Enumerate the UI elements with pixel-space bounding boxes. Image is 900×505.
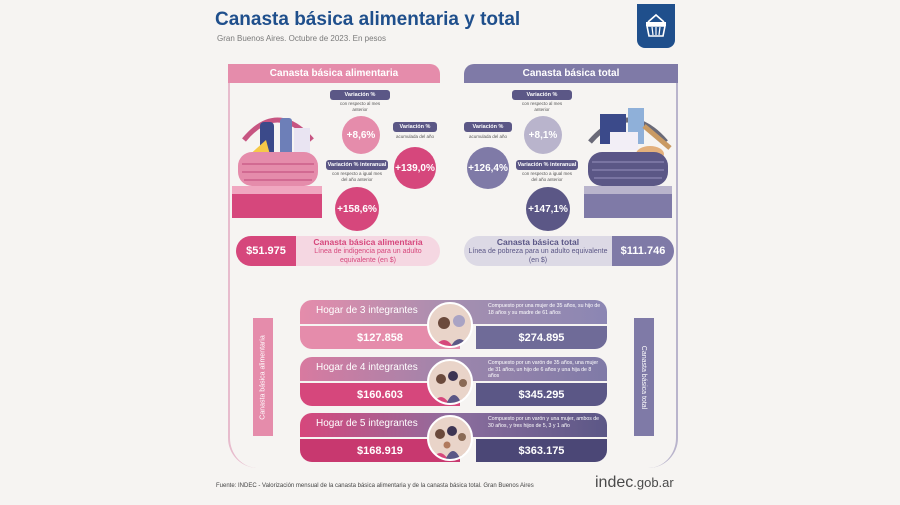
total-variacion-interanual-sublabel: con respecto a igual mes del año anterio… bbox=[521, 171, 573, 182]
alimentaria-desc-text: Línea de indigencia para un adulto equiv… bbox=[314, 248, 422, 264]
total-variacion-mensual-sublabel: con respecto al mes anterior bbox=[521, 101, 563, 112]
logo-main: indec bbox=[595, 474, 634, 491]
total-variacion-acumulada-label: Variación % bbox=[464, 122, 512, 132]
alimentaria-variacion-interanual-value: +158,6% bbox=[335, 187, 379, 231]
family-icon bbox=[427, 359, 473, 405]
total-variacion-interanual-label: Variación % interanual bbox=[516, 160, 578, 170]
page-title: Canasta básica alimentaria y total bbox=[215, 9, 521, 30]
alimentaria-desc-title: Canasta básica alimentaria bbox=[313, 237, 423, 247]
alimentaria-variacion-mensual-label: Variación % bbox=[330, 90, 390, 100]
hogar-row-4: Hogar de 4 integrantes Compuesto por un … bbox=[300, 357, 607, 407]
hogar-total-value: $345.295 bbox=[476, 383, 607, 406]
source-note: Fuente: INDEC - Valorización mensual de … bbox=[216, 483, 534, 489]
family-icon bbox=[427, 415, 473, 461]
alimentaria-variacion-acumulada-label: Variación % bbox=[393, 122, 437, 132]
total-side-label: Canasta básica total bbox=[634, 318, 654, 436]
family-icon bbox=[427, 302, 473, 348]
total-variacion-acumulada-sublabel: acumulada del año bbox=[468, 134, 508, 139]
total-price: $111.746 bbox=[612, 236, 674, 266]
alimentaria-side-label: Canasta básica alimentaria bbox=[253, 318, 273, 436]
hogar-description: Compuesto por un varón y una mujer, ambo… bbox=[488, 416, 600, 429]
hogar-alimentaria-value: $168.919 bbox=[300, 439, 460, 462]
alimentaria-variacion-acumulada-sublabel: acumulada del año bbox=[395, 134, 435, 139]
hogar-alimentaria-value: $127.858 bbox=[300, 326, 460, 349]
total-description: Canasta básica total Línea de pobreza pa… bbox=[464, 236, 612, 266]
hogar-row-3: Hogar de 3 integrantes Compuesto por una… bbox=[300, 300, 607, 350]
alimentaria-variacion-mensual-sublabel: con respecto al mes anterior bbox=[339, 101, 381, 112]
total-desc-title: Canasta básica total bbox=[496, 237, 580, 247]
hogar-description: Compuesto por un varón de 35 años, una m… bbox=[488, 360, 599, 379]
total-header: Canasta básica total bbox=[464, 64, 678, 83]
total-variacion-mensual-value: +8,1% bbox=[524, 116, 562, 154]
total-desc-text: Línea de pobreza para un adulto equivale… bbox=[468, 248, 608, 264]
page-subtitle: Gran Buenos Aires. Octubre de 2023. En p… bbox=[217, 34, 386, 43]
alimentaria-description: Canasta básica alimentaria Línea de indi… bbox=[296, 236, 440, 266]
hogar-label: Hogar de 4 integrantes bbox=[316, 362, 418, 373]
total-frame bbox=[464, 78, 678, 468]
total-variacion-interanual-value: +147,1% bbox=[526, 187, 570, 231]
goods-basket-illustration bbox=[580, 96, 676, 226]
logo-domain: .gob.ar bbox=[633, 475, 674, 490]
food-basket-illustration bbox=[232, 100, 322, 225]
alimentaria-variacion-acumulada-value: +139,0% bbox=[394, 147, 436, 189]
hogar-description: Compuesto por una mujer de 35 años, su h… bbox=[488, 303, 601, 316]
hogar-alimentaria-value: $160.603 bbox=[300, 383, 460, 406]
total-variacion-acumulada-value: +126,4% bbox=[467, 147, 509, 189]
hogar-label: Hogar de 3 integrantes bbox=[316, 305, 418, 316]
hogar-total-value: $363.175 bbox=[476, 439, 607, 462]
alimentaria-variacion-mensual-value: +8,6% bbox=[342, 116, 380, 154]
alimentaria-frame bbox=[228, 78, 440, 468]
hogar-row-5: Hogar de 5 integrantes Compuesto por un … bbox=[300, 413, 607, 463]
basket-icon bbox=[637, 4, 675, 48]
hogar-total-value: $274.895 bbox=[476, 326, 607, 349]
alimentaria-variacion-interanual-sublabel: con respecto a igual mes del año anterio… bbox=[331, 171, 383, 182]
total-variacion-mensual-label: Variación % bbox=[512, 90, 572, 100]
hogar-label: Hogar de 5 integrantes bbox=[316, 418, 418, 429]
alimentaria-header: Canasta básica alimentaria bbox=[228, 64, 440, 83]
alimentaria-variacion-interanual-label: Variación % interanual bbox=[326, 160, 388, 170]
alimentaria-price: $51.975 bbox=[236, 236, 296, 266]
indec-logo: indec.gob.ar bbox=[595, 474, 674, 492]
